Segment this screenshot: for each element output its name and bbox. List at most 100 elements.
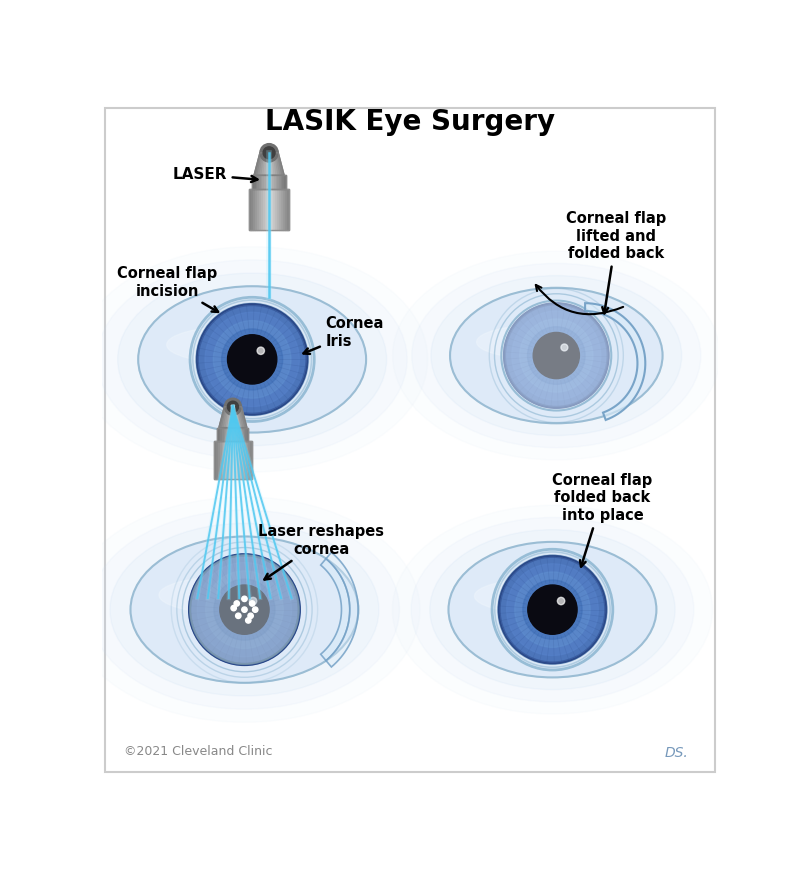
Bar	[255, 189, 257, 230]
Bar	[233, 441, 234, 479]
Circle shape	[263, 147, 275, 159]
Ellipse shape	[138, 287, 366, 433]
Circle shape	[235, 613, 241, 618]
Text: Corneal flap
incision: Corneal flap incision	[118, 267, 218, 312]
Polygon shape	[276, 152, 282, 175]
Polygon shape	[226, 407, 230, 428]
Bar	[225, 428, 226, 441]
Circle shape	[250, 598, 257, 604]
Circle shape	[257, 347, 265, 354]
Polygon shape	[264, 152, 267, 175]
Bar	[275, 189, 278, 230]
Bar	[273, 175, 274, 189]
Bar	[248, 441, 250, 479]
Circle shape	[214, 579, 275, 640]
Text: Corneal flap
folded back
into place: Corneal flap folded back into place	[552, 473, 653, 567]
Ellipse shape	[77, 246, 428, 472]
Bar	[263, 189, 265, 230]
Circle shape	[222, 329, 282, 390]
Circle shape	[528, 585, 577, 634]
Bar	[226, 428, 228, 441]
Bar	[286, 189, 287, 230]
Polygon shape	[232, 407, 234, 428]
Polygon shape	[225, 407, 229, 428]
Ellipse shape	[449, 542, 657, 678]
Bar	[283, 189, 286, 230]
Bar	[256, 175, 258, 189]
Bar	[246, 441, 248, 479]
Circle shape	[514, 572, 590, 647]
Bar	[241, 428, 242, 441]
Circle shape	[520, 319, 593, 392]
Circle shape	[198, 305, 306, 414]
Bar	[259, 175, 261, 189]
Polygon shape	[274, 152, 280, 175]
Bar	[279, 189, 282, 230]
Bar	[219, 428, 221, 441]
Bar	[281, 175, 282, 189]
Bar	[278, 175, 279, 189]
Circle shape	[205, 313, 299, 407]
Polygon shape	[585, 303, 646, 420]
Bar	[253, 175, 286, 189]
Bar	[287, 189, 290, 230]
Bar	[222, 441, 223, 479]
Ellipse shape	[159, 577, 296, 613]
Bar	[223, 428, 225, 441]
Text: Laser reshapes
cornea: Laser reshapes cornea	[258, 524, 385, 579]
Polygon shape	[234, 407, 238, 428]
Ellipse shape	[477, 325, 604, 359]
Bar	[238, 441, 241, 479]
Circle shape	[531, 588, 574, 631]
Bar	[242, 428, 244, 441]
Polygon shape	[272, 152, 276, 175]
Circle shape	[227, 402, 238, 412]
Bar	[250, 441, 252, 479]
Bar	[218, 428, 249, 441]
Ellipse shape	[118, 273, 386, 446]
Ellipse shape	[97, 260, 407, 459]
Bar	[230, 428, 231, 441]
Polygon shape	[222, 407, 228, 428]
Bar	[229, 441, 231, 479]
Bar	[247, 428, 249, 441]
Circle shape	[231, 605, 236, 611]
Bar	[220, 441, 222, 479]
Bar	[234, 428, 236, 441]
Bar	[227, 441, 229, 479]
Polygon shape	[271, 152, 274, 175]
Polygon shape	[230, 407, 232, 428]
Bar	[231, 428, 233, 441]
Circle shape	[190, 556, 298, 664]
Ellipse shape	[449, 542, 657, 678]
Bar	[242, 441, 244, 479]
Bar	[234, 441, 237, 479]
Circle shape	[506, 564, 598, 656]
Ellipse shape	[90, 510, 399, 709]
Circle shape	[242, 607, 247, 612]
Circle shape	[527, 327, 585, 384]
Bar	[244, 428, 246, 441]
Bar	[244, 441, 246, 479]
Bar	[269, 175, 270, 189]
Bar	[231, 441, 233, 479]
Ellipse shape	[411, 517, 694, 702]
Bar	[253, 175, 254, 189]
Circle shape	[198, 563, 291, 657]
Circle shape	[206, 571, 283, 648]
Circle shape	[504, 303, 609, 408]
Polygon shape	[240, 407, 247, 428]
Bar	[218, 441, 220, 479]
Bar	[214, 441, 252, 479]
Text: LASER: LASER	[173, 167, 258, 182]
Bar	[271, 189, 273, 230]
Bar	[246, 428, 247, 441]
Bar	[269, 189, 271, 230]
Polygon shape	[274, 152, 278, 175]
Bar	[253, 189, 255, 230]
Ellipse shape	[393, 251, 720, 460]
Ellipse shape	[450, 287, 662, 423]
Ellipse shape	[450, 287, 662, 423]
Polygon shape	[270, 152, 272, 175]
Circle shape	[246, 618, 251, 623]
